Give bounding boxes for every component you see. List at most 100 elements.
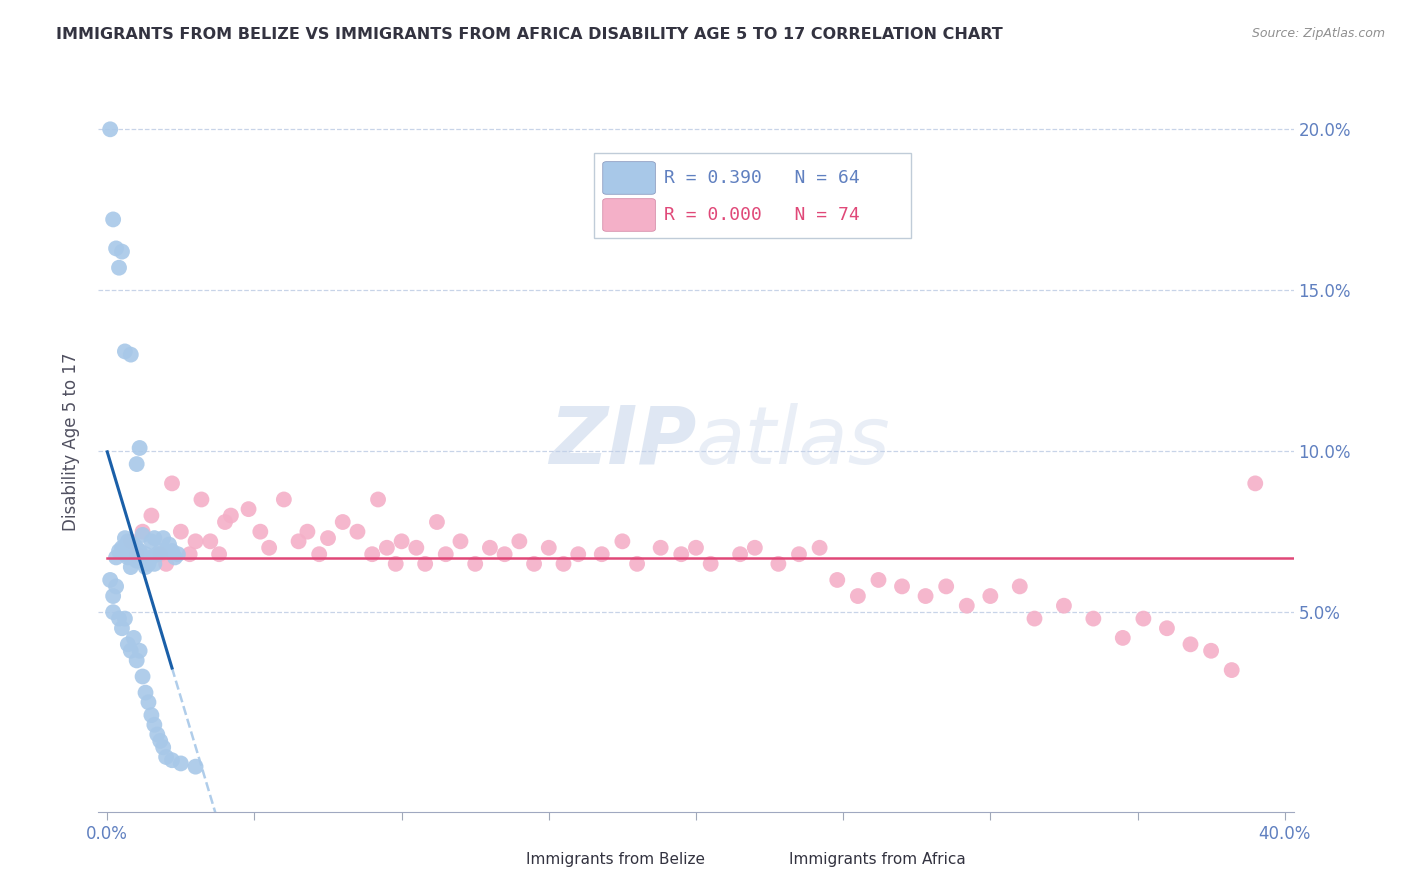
Point <box>128 441 150 455</box>
Point <box>450 534 472 549</box>
Point <box>157 537 180 551</box>
FancyBboxPatch shape <box>603 161 655 194</box>
Point <box>170 524 193 539</box>
Point <box>405 541 427 555</box>
Point <box>101 605 124 619</box>
Point <box>868 573 890 587</box>
Point <box>114 547 136 561</box>
Point <box>141 550 163 565</box>
Point <box>134 560 156 574</box>
Y-axis label: Disability Age 5 to 17: Disability Age 5 to 17 <box>62 352 80 531</box>
Point <box>699 557 721 571</box>
Point <box>494 547 516 561</box>
Point <box>391 534 413 549</box>
Point <box>768 557 790 571</box>
Point <box>787 547 810 561</box>
Point <box>1220 663 1243 677</box>
Point <box>935 579 957 593</box>
Point <box>434 547 457 561</box>
Point <box>125 653 148 667</box>
Point <box>111 541 134 555</box>
Point <box>508 534 530 549</box>
Point <box>190 492 212 507</box>
Point <box>375 541 398 555</box>
Point <box>98 122 121 136</box>
Point <box>332 515 354 529</box>
Point <box>650 541 672 555</box>
Point <box>671 547 693 561</box>
Point <box>553 557 575 571</box>
Point <box>98 573 121 587</box>
Point <box>626 557 648 571</box>
Point <box>134 547 156 561</box>
Point <box>685 541 707 555</box>
Point <box>257 541 280 555</box>
Point <box>117 637 139 651</box>
Point <box>464 557 486 571</box>
Text: Immigrants from Belize: Immigrants from Belize <box>526 852 706 867</box>
Point <box>167 547 190 561</box>
Point <box>413 557 436 571</box>
Point <box>1132 611 1154 625</box>
Point <box>308 547 330 561</box>
Point <box>200 534 222 549</box>
Point <box>249 524 271 539</box>
Point <box>160 753 183 767</box>
Point <box>117 534 139 549</box>
Point <box>108 260 131 275</box>
Text: atlas: atlas <box>696 402 891 481</box>
Point <box>160 476 183 491</box>
FancyBboxPatch shape <box>471 847 520 871</box>
Point <box>956 599 979 613</box>
Point <box>101 212 124 227</box>
Point <box>138 557 160 571</box>
Point <box>117 550 139 565</box>
Point <box>141 708 163 723</box>
Point <box>367 492 389 507</box>
Text: R = 0.000   N = 74: R = 0.000 N = 74 <box>664 206 859 224</box>
Point <box>744 541 766 555</box>
Point <box>1112 631 1135 645</box>
Point <box>170 756 193 771</box>
Text: Source: ZipAtlas.com: Source: ZipAtlas.com <box>1251 27 1385 40</box>
Point <box>120 534 142 549</box>
Point <box>219 508 242 523</box>
Point <box>297 524 319 539</box>
Point <box>120 560 142 574</box>
Point <box>384 557 406 571</box>
Point <box>208 547 231 561</box>
Point <box>361 547 384 561</box>
Point <box>125 457 148 471</box>
Point <box>155 544 177 558</box>
Text: Immigrants from Africa: Immigrants from Africa <box>789 852 966 867</box>
Point <box>141 534 163 549</box>
Point <box>141 508 163 523</box>
Point <box>1180 637 1202 651</box>
Point <box>155 557 177 571</box>
Point <box>1024 611 1046 625</box>
Point <box>120 547 142 561</box>
Point <box>1053 599 1076 613</box>
Point <box>143 557 166 571</box>
Point <box>122 631 145 645</box>
Point <box>1083 611 1105 625</box>
Point <box>155 750 177 764</box>
Point <box>1156 621 1178 635</box>
Point <box>728 547 751 561</box>
Point <box>273 492 295 507</box>
Point <box>134 685 156 699</box>
Point <box>131 528 153 542</box>
Point <box>111 244 134 259</box>
Point <box>214 515 236 529</box>
Text: R = 0.390   N = 64: R = 0.390 N = 64 <box>664 169 859 187</box>
Point <box>122 550 145 565</box>
Point <box>846 589 869 603</box>
Point <box>914 589 936 603</box>
Point <box>131 550 153 565</box>
Point <box>120 348 142 362</box>
Point <box>128 644 150 658</box>
Point <box>105 579 128 593</box>
Point <box>979 589 1001 603</box>
Point <box>108 611 131 625</box>
Point <box>101 589 124 603</box>
